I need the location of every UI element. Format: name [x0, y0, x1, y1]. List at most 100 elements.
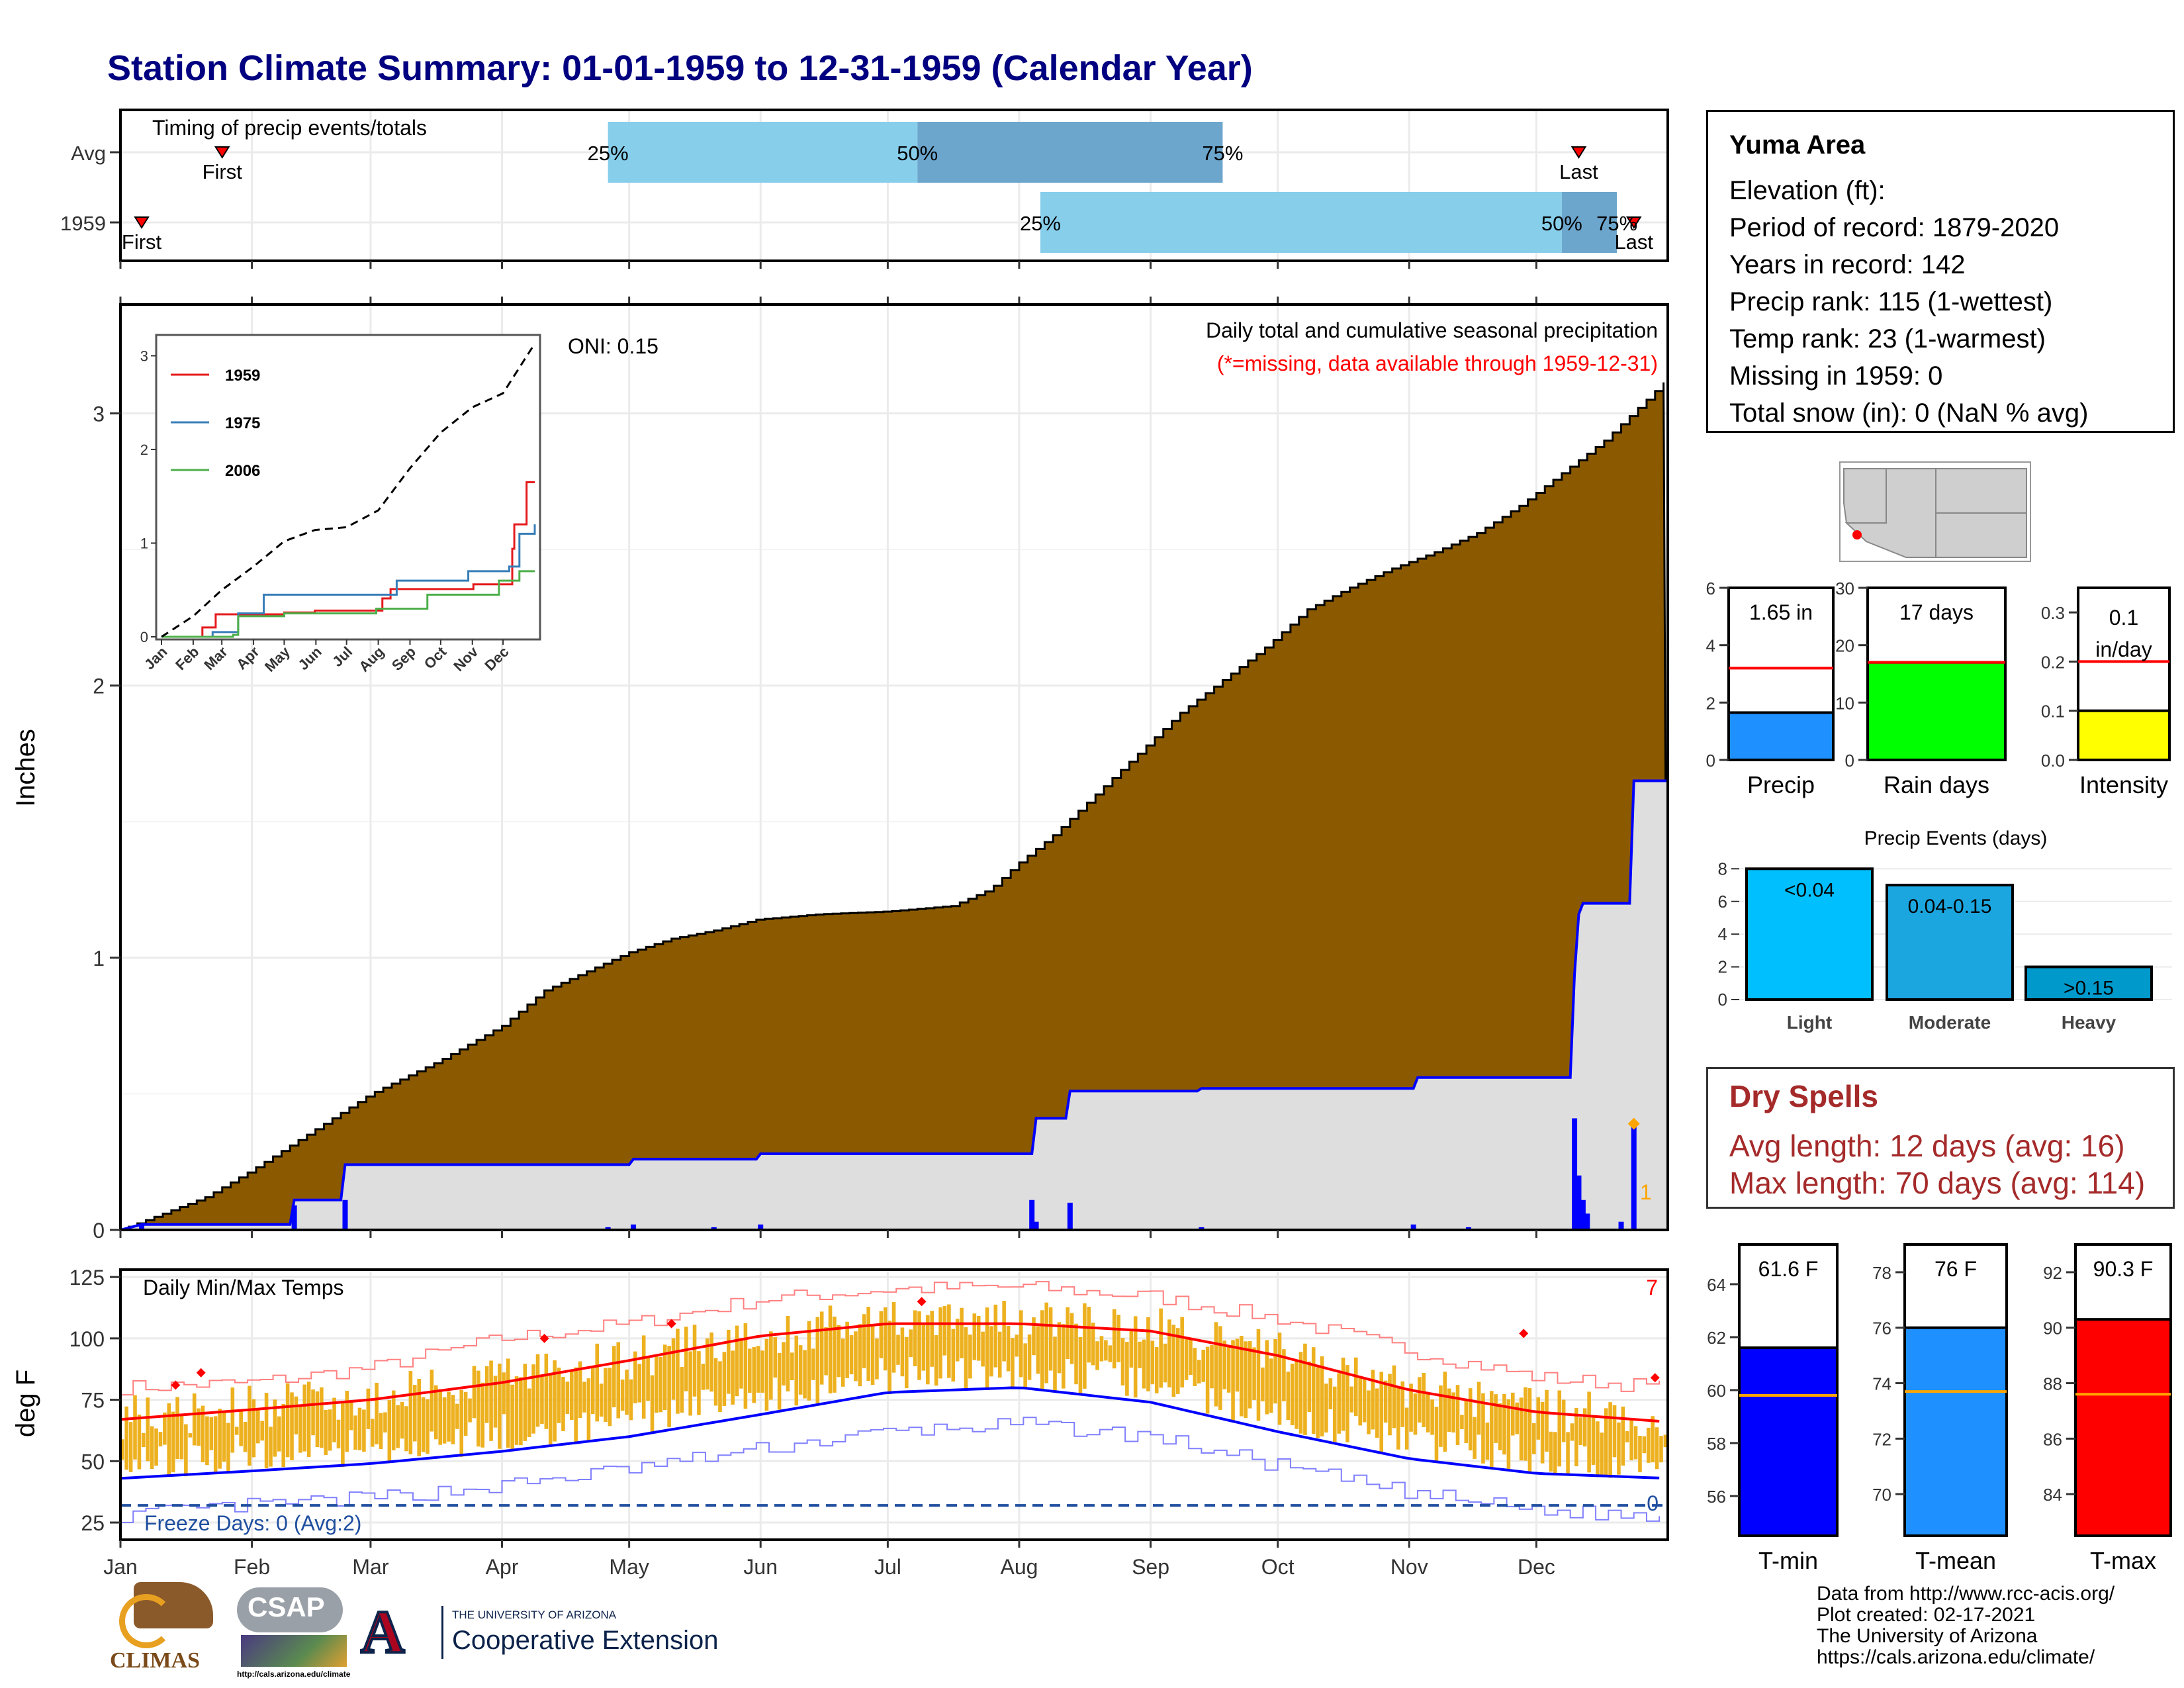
temps-daily-bar: [1596, 1421, 1600, 1477]
timing-pct-label: 50%: [897, 142, 938, 165]
events-bar-label: 0.04-0.15: [1908, 896, 1992, 917]
temps-daily-bar: [1108, 1345, 1113, 1362]
temps-daily-bar: [281, 1403, 286, 1468]
temps-daily-bar: [985, 1307, 989, 1390]
precip-summary-panel: 1.65 in 0 2 4 6 Precip 17 days 0 10 20 30 Rain days…: [1706, 579, 2171, 798]
temps-title: Daily Min/Max Temps: [143, 1276, 343, 1299]
temps-daily-bar: [773, 1337, 778, 1378]
temps-daily-bar: [1375, 1388, 1379, 1438]
summary-category-label: Intensity: [2079, 771, 2168, 798]
temps-daily-bar: [1201, 1350, 1205, 1382]
temps-daily-bar: [591, 1366, 595, 1415]
temps-daily-bar: [1214, 1322, 1218, 1407]
temps-record-point: [171, 1380, 181, 1390]
temps-daily-bar: [1489, 1391, 1494, 1468]
temps-daily-bar: [553, 1360, 557, 1442]
temps-daily-bar: [1091, 1323, 1095, 1366]
temps-daily-bar: [997, 1331, 1002, 1378]
temps-daily-bar: [803, 1350, 807, 1399]
temps-daily-bar: [154, 1428, 158, 1466]
temps-daily-bar: [201, 1405, 205, 1462]
temps-normal-max-line: [120, 1322, 1660, 1423]
inset-line-2006: [161, 570, 535, 638]
temps-xtick-label: Mar: [352, 1555, 388, 1579]
temps-daily-bar: [972, 1313, 977, 1360]
summary-ytick-label: 0.1: [2041, 702, 2065, 722]
station-name: Yuma Area: [1729, 130, 1866, 160]
temps-daily-bar: [1468, 1388, 1473, 1451]
precip-ytick-label: 1: [93, 947, 105, 970]
temps-daily-bar: [565, 1382, 570, 1414]
temps-daily-bar: [1265, 1340, 1269, 1415]
temps-daily-bar: [1146, 1317, 1150, 1391]
timing-pct-label: 75%: [1596, 212, 1637, 235]
temps-daily-bar: [1629, 1418, 1633, 1461]
info-temp-rank: Temp rank: 23 (1-warmest): [1729, 324, 2046, 353]
temps-daily-bar: [680, 1367, 684, 1413]
temps-daily-bar: [146, 1397, 150, 1462]
timing-pct-label: 25%: [1020, 212, 1061, 235]
temps-daily-bar: [1193, 1348, 1197, 1386]
temps-daily-bar: [828, 1305, 833, 1393]
temps-daily-bar: [743, 1323, 748, 1409]
temps-daily-bar: [951, 1329, 956, 1382]
temps-daily-bar: [514, 1376, 519, 1445]
temps-daily-bar: [1269, 1358, 1273, 1413]
temps-ytick-label: 25: [81, 1511, 105, 1535]
events-ytick-label: 2: [1718, 957, 1727, 977]
temps-daily-bar: [1655, 1427, 1659, 1470]
summary-ytick-label: 0.3: [2041, 603, 2065, 623]
events-title: Precip Events (days): [1864, 827, 2048, 849]
temps-daily-bar: [625, 1369, 629, 1415]
temps-daily-bar: [1078, 1336, 1083, 1393]
temps-daily-bar: [213, 1416, 218, 1474]
timing-bar-50-75: [917, 122, 1223, 183]
temps-daily-bar: [1612, 1405, 1617, 1458]
temps-record-min-line: [120, 1417, 1661, 1524]
temps-daily-bar: [1536, 1397, 1541, 1440]
precip-daily-bar: [1199, 1227, 1205, 1230]
temps-daily-bar: [1066, 1307, 1070, 1360]
temps-daily-bar: [1175, 1328, 1180, 1394]
summary-value-label: 0.1: [2109, 606, 2138, 630]
summary-ytick-label: 0.0: [2041, 751, 2065, 771]
temps-daily-bar: [1282, 1349, 1286, 1401]
temps-daily-bar: [993, 1304, 998, 1368]
temps-daily-bar: [1651, 1416, 1655, 1463]
temps-daily-bar: [1600, 1432, 1604, 1476]
temps-daily-bar: [1443, 1372, 1447, 1452]
temps-daily-bar: [408, 1371, 413, 1454]
temps-daily-bar: [1362, 1378, 1367, 1423]
temps-daily-bar: [1549, 1431, 1553, 1472]
temps-daily-bar: [1418, 1377, 1422, 1423]
temps-daily-bar: [1231, 1340, 1235, 1421]
temps-daily-bar: [866, 1307, 870, 1382]
temps-daily-bar: [989, 1326, 993, 1377]
temps-daily-bar: [1159, 1308, 1163, 1388]
temps-daily-bar: [662, 1344, 667, 1410]
temps-daily-bar: [1396, 1387, 1400, 1450]
temps-daily-bar: [171, 1411, 175, 1473]
info-snow: Total snow (in): 0 (NaN % avg): [1729, 399, 2089, 428]
temps-panel: Freeze Days: 0 (Avg:2) 0 7 Daily Min/Max Te…: [11, 1266, 1669, 1579]
temps-daily-bar: [960, 1307, 964, 1358]
temps-daily-bar: [1167, 1319, 1171, 1387]
ua-logo-small: THE UNIVERSITY OF ARIZONA: [452, 1609, 617, 1621]
timing-pct-label: 75%: [1202, 142, 1243, 165]
temps-daily-bar: [981, 1331, 985, 1367]
temps-daily-bar: [158, 1432, 163, 1447]
timing-row-label: 1959: [60, 212, 106, 235]
temps-daily-bar: [1494, 1394, 1498, 1443]
temps-daily-bar: [641, 1335, 646, 1419]
temps-daily-bar: [1087, 1307, 1091, 1363]
temps-daily-bar: [1044, 1302, 1048, 1383]
temps-daily-bar: [930, 1311, 934, 1367]
temps-xtick-label: Nov: [1390, 1555, 1428, 1579]
temps-daily-bar: [264, 1393, 269, 1469]
events-bar-light: [1745, 867, 1874, 1001]
temps-daily-bar: [306, 1382, 311, 1457]
temps-daily-bar: [815, 1317, 820, 1403]
temps-daily-bar: [633, 1351, 637, 1403]
